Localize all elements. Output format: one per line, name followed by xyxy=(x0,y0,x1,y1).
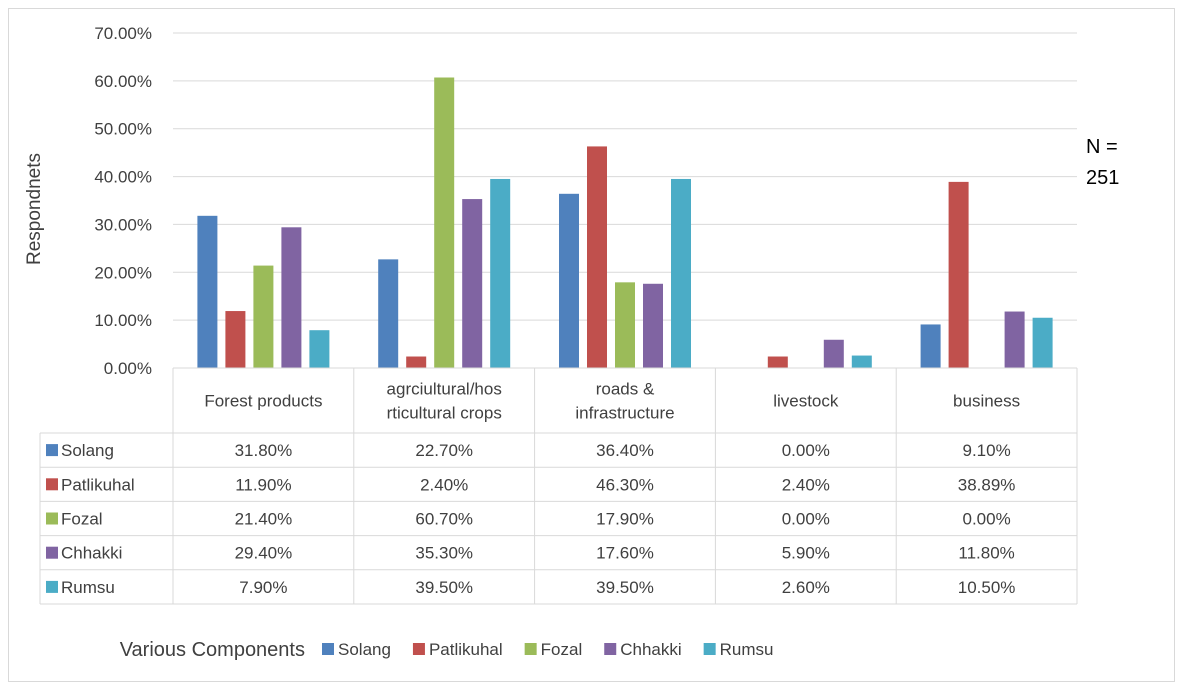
bar-rumsu xyxy=(309,330,330,368)
table-cell-value: 60.70% xyxy=(415,510,473,529)
legend-label-chhakki: Chhakki xyxy=(620,640,681,659)
sample-size-note: N = 251 xyxy=(1086,136,1119,189)
table-cell-value: 22.70% xyxy=(415,441,473,460)
category-label: rticultural crops xyxy=(387,404,502,423)
table-cell-value: 0.00% xyxy=(962,510,1010,529)
table-cell-value: 36.40% xyxy=(596,441,654,460)
legend-label-fozal: Fozal xyxy=(541,640,583,659)
y-axis-ticks: 0.00% 10.00% 20.00% 30.00% 40.00% 50.00% 60.00… xyxy=(94,24,152,378)
bar-chhakki xyxy=(281,227,302,368)
bar-patlikuhal xyxy=(225,311,246,368)
table-cell-value: 17.60% xyxy=(596,544,654,563)
y-tick-label: 70.00% xyxy=(94,24,152,43)
table-cell-value: 11.80% xyxy=(958,544,1014,563)
bar-fozal xyxy=(253,265,274,368)
table-cell-value: 46.30% xyxy=(596,475,654,494)
bar-chart: 0.00% 10.00% 20.00% 30.00% 40.00% 50.00% 60.00… xyxy=(24,24,1119,661)
category-label: agrciultural/hos xyxy=(387,380,502,399)
bar-fozal xyxy=(434,77,455,368)
gridlines xyxy=(173,32,1077,369)
bar-chhakki xyxy=(823,339,844,368)
table-cell-value: 39.50% xyxy=(596,578,654,597)
bar-patlikuhal xyxy=(948,181,969,368)
bar-chhakki xyxy=(643,283,663,368)
legend-key-patlikuhal xyxy=(46,478,58,491)
bar-fozal xyxy=(615,282,635,368)
legend-swatch-patlikuhal xyxy=(412,643,425,655)
bar-solang xyxy=(197,215,218,368)
legend-swatch-chhakki xyxy=(604,643,617,655)
table-cell-value: 10.50% xyxy=(958,578,1016,597)
table-cell-value: 7.90% xyxy=(239,578,287,597)
series-name-rumsu: Rumsu xyxy=(61,578,115,597)
legend-key-rumsu xyxy=(46,580,58,593)
table-cell-value: 2.40% xyxy=(420,475,468,494)
series-name-solang: Solang xyxy=(61,441,114,460)
bars xyxy=(197,77,1053,368)
bar-chhakki xyxy=(462,199,483,368)
legend-key-fozal xyxy=(46,512,58,525)
table-cell-value: 17.90% xyxy=(596,510,654,529)
legend-key-solang xyxy=(46,444,58,457)
chart-frame: 0.00% 10.00% 20.00% 30.00% 40.00% 50.00% 60.00… xyxy=(8,8,1175,682)
legend: Solang Patlikuhal Fozal Chhakki Rumsu xyxy=(322,640,774,659)
legend-swatch-fozal xyxy=(524,643,537,655)
series-name-patlikuhal: Patlikuhal xyxy=(61,475,135,494)
category-label: livestock xyxy=(773,392,839,411)
table-cell-value: 11.90% xyxy=(235,475,291,494)
bar-patlikuhal xyxy=(406,356,427,368)
note-line: 251 xyxy=(1086,167,1119,189)
category-label: infrastructure xyxy=(575,404,674,423)
bar-chhakki xyxy=(1004,311,1025,368)
table-cell-value: 29.40% xyxy=(235,544,293,563)
legend-label-rumsu: Rumsu xyxy=(720,640,774,659)
bar-rumsu xyxy=(851,355,872,368)
series-name-chhakki: Chhakki xyxy=(61,544,122,563)
y-tick-label: 30.00% xyxy=(94,215,152,234)
bar-rumsu xyxy=(490,178,511,368)
legend-key-chhakki xyxy=(46,546,58,559)
bar-solang xyxy=(920,324,941,368)
y-tick-label: 50.00% xyxy=(94,120,152,139)
table-cell-value: 21.40% xyxy=(235,510,293,529)
y-tick-label: 0.00% xyxy=(104,359,152,378)
y-tick-label: 40.00% xyxy=(94,168,152,187)
table-cell-value: 39.50% xyxy=(415,578,473,597)
table-cell-value: 2.60% xyxy=(782,578,830,597)
legend-swatch-solang xyxy=(322,643,334,655)
category-label: Forest products xyxy=(204,392,322,411)
y-tick-label: 60.00% xyxy=(94,72,152,91)
bar-solang xyxy=(559,193,579,368)
legend-swatch-rumsu xyxy=(703,643,716,655)
table-cell-value: 5.90% xyxy=(782,544,830,563)
data-table: Forest products agrciultural/hos rticultur… xyxy=(39,367,1078,605)
table-cell-value: 38.89% xyxy=(958,475,1016,494)
legend-label-patlikuhal: Patlikuhal xyxy=(429,640,503,659)
category-label: business xyxy=(953,392,1020,411)
bar-rumsu xyxy=(1032,317,1053,368)
bar-solang xyxy=(378,259,399,368)
table-cell-value: 2.40% xyxy=(782,475,830,494)
bar-patlikuhal xyxy=(587,146,607,368)
table-cell-value: 0.00% xyxy=(782,441,830,460)
table-cell-value: 9.10% xyxy=(962,441,1010,460)
bar-rumsu xyxy=(671,178,691,368)
series-name-fozal: Fozal xyxy=(61,510,103,529)
note-line: N = xyxy=(1086,136,1118,158)
legend-label-solang: Solang xyxy=(338,640,391,659)
y-tick-label: 20.00% xyxy=(94,263,152,282)
bar-patlikuhal xyxy=(767,356,788,368)
y-axis-title: Respondnets xyxy=(24,153,45,265)
x-axis-title: Various Components xyxy=(120,639,305,661)
y-tick-label: 10.00% xyxy=(94,311,152,330)
table-cell-value: 35.30% xyxy=(415,544,473,563)
table-cell-value: 31.80% xyxy=(235,441,293,460)
category-label: roads & xyxy=(596,380,655,399)
table-cell-value: 0.00% xyxy=(782,510,830,529)
